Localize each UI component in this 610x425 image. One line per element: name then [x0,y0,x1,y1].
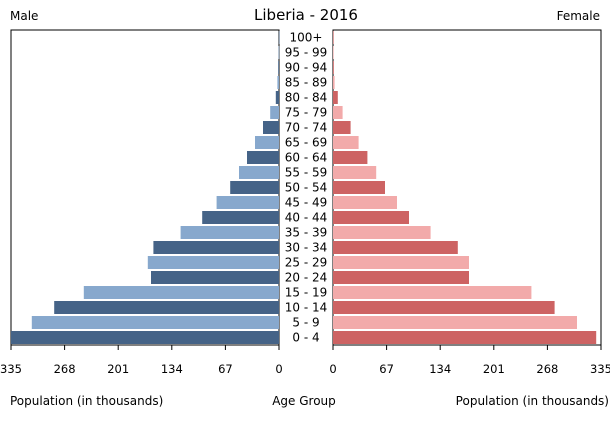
male-tick-label: 67 [218,362,233,376]
female-bar-90-94 [333,61,334,74]
female-bar-100plus [333,31,334,44]
female-bar-70-74 [333,121,351,134]
female-bar-10-14 [333,301,555,314]
age-axis-title: Age Group [272,394,336,408]
female-bar-55-59 [333,166,377,179]
female-bar-85-89 [333,76,335,89]
age-label-30-34: 30 - 34 [285,241,328,255]
age-label-95-99: 95 - 99 [285,46,328,60]
age-label-100plus: 100+ [290,31,323,45]
age-label-70-74: 70 - 74 [285,121,328,135]
male-axis-title: Population (in thousands) [10,394,163,408]
female-bar-65-69 [333,136,359,149]
male-tick-label: 0 [275,362,282,376]
male-bar-80-84 [275,91,279,104]
age-label-10-14: 10 - 14 [285,301,328,315]
female-bar-95-99 [333,46,334,59]
male-tick-label: 335 [0,362,22,376]
male-bar-90-94 [278,61,279,74]
female-bars-group [333,31,597,344]
male-bar-0-4 [11,331,279,344]
male-bar-15-19 [83,286,279,299]
female-tick-label: 0 [329,362,336,376]
age-label-35-39: 35 - 39 [285,226,328,240]
female-tick-label: 335 [590,362,610,376]
age-label-50-54: 50 - 54 [285,181,328,195]
male-bar-30-34 [153,241,279,254]
female-axis-title: Population (in thousands) [456,394,609,408]
age-label-85-89: 85 - 89 [285,76,328,90]
female-tick-label: 134 [429,362,451,376]
male-bar-70-74 [263,121,279,134]
female-bar-75-79 [333,106,343,119]
male-bar-60-64 [247,151,279,164]
male-tick-label: 134 [161,362,183,376]
male-tick-label: 268 [54,362,76,376]
age-label-15-19: 15 - 19 [285,286,328,300]
male-bar-45-49 [216,196,279,209]
female-bar-0-4 [333,331,597,344]
age-label-60-64: 60 - 64 [285,151,328,165]
female-axis-ticks: 0 67 134 201 268 335 [329,345,610,376]
female-bar-5-9 [333,316,577,329]
male-bar-25-29 [147,256,279,269]
male-side-label: Male [10,9,38,23]
age-label-75-79: 75 - 79 [285,106,328,120]
female-bar-25-29 [333,256,469,269]
age-label-25-29: 25 - 29 [285,256,328,270]
age-label-90-94: 90 - 94 [285,61,328,75]
male-bars-group [11,31,280,344]
male-bar-55-59 [239,166,279,179]
male-bar-85-89 [277,76,279,89]
female-bar-40-44 [333,211,409,224]
female-bar-35-39 [333,226,431,239]
female-bar-60-64 [333,151,368,164]
age-label-55-59: 55 - 59 [285,166,328,180]
age-label-80-84: 80 - 84 [285,91,328,105]
age-label-0-4: 0 - 4 [292,331,319,345]
age-label-20-24: 20 - 24 [285,271,328,285]
male-bar-75-79 [270,106,279,119]
male-tick-label: 201 [107,362,129,376]
female-tick-label: 268 [536,362,558,376]
male-axis-ticks: 335 268 201 134 67 0 [0,345,283,376]
female-tick-label: 67 [379,362,394,376]
age-label-5-9: 5 - 9 [292,316,319,330]
female-bar-15-19 [333,286,532,299]
age-label-65-69: 65 - 69 [285,136,328,150]
male-bar-10-14 [54,301,280,314]
male-bar-40-44 [202,211,279,224]
male-bar-95-99 [278,46,280,59]
female-bar-80-84 [333,91,338,104]
female-side-label: Female [557,9,600,23]
male-bar-5-9 [31,316,279,329]
male-bar-50-54 [230,181,279,194]
male-bar-65-69 [255,136,279,149]
male-bar-20-24 [151,271,279,284]
female-bar-45-49 [333,196,397,209]
age-label-40-44: 40 - 44 [285,211,328,225]
male-bar-100plus [278,31,280,44]
female-bar-30-34 [333,241,458,254]
female-tick-label: 201 [483,362,505,376]
female-bar-50-54 [333,181,385,194]
chart-title: Liberia - 2016 [254,6,358,24]
male-bar-35-39 [180,226,279,239]
age-label-45-49: 45 - 49 [285,196,328,210]
female-bar-20-24 [333,271,469,284]
